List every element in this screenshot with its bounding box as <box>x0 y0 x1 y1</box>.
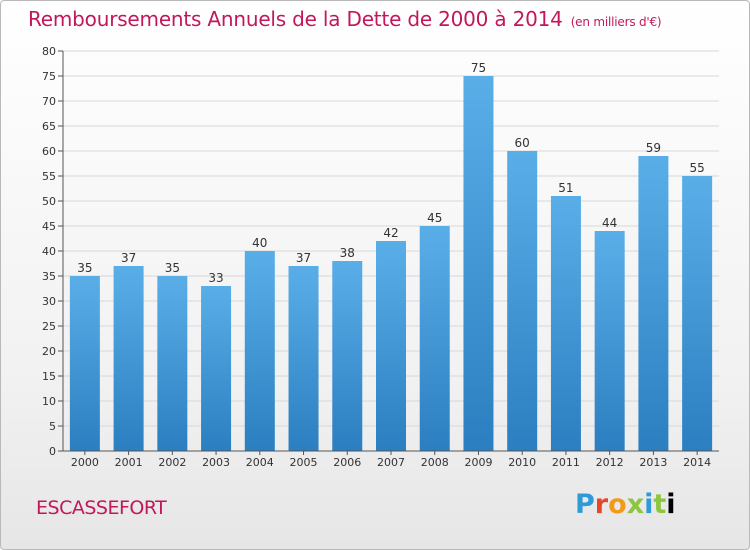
y-tick-label: 40 <box>42 245 56 258</box>
bar <box>419 226 450 451</box>
chart-subtitle: (en milliers d'€) <box>570 15 662 29</box>
bar-value-label: 45 <box>427 211 442 225</box>
bar-value-label: 42 <box>383 226 398 240</box>
y-tick-label: 50 <box>42 195 56 208</box>
x-tick-label: 2011 <box>552 456 580 469</box>
logo-letter: i <box>666 489 676 520</box>
tick-labels: 0 5 10 15 20 25 30 35 40 45 50 55 60 65 70 75 80 35 2000 37… <box>42 45 711 469</box>
bar <box>376 241 406 451</box>
y-tick-label: 55 <box>42 170 56 183</box>
x-tick-label: 2005 <box>290 456 318 469</box>
bar <box>288 266 319 451</box>
bar-value-label: 75 <box>471 61 486 75</box>
bar-value-label: 35 <box>77 261 92 275</box>
logo-letter: t <box>653 489 667 520</box>
bar <box>332 261 363 451</box>
y-tick-label: 65 <box>42 120 56 133</box>
x-tick-label: 2002 <box>158 456 186 469</box>
x-tick-label: 2003 <box>202 456 230 469</box>
y-tick-label: 10 <box>42 395 56 408</box>
chart-title-text: Remboursements Annuels de la Dette de 20… <box>28 7 563 31</box>
bar <box>157 276 188 451</box>
bar-value-label: 60 <box>515 136 530 150</box>
commune-name: ESCASSEFORT <box>36 497 167 519</box>
x-tick-label: 2014 <box>683 456 711 469</box>
bar <box>682 176 713 451</box>
bar-value-label: 37 <box>121 251 136 265</box>
y-tick-label: 60 <box>42 145 56 158</box>
bar-value-label: 51 <box>558 181 573 195</box>
y-tick-label: 20 <box>42 345 56 358</box>
y-tick-label: 80 <box>42 45 56 58</box>
y-tick-label: 35 <box>42 270 56 283</box>
bar-value-label: 55 <box>689 161 704 175</box>
y-tick-label: 30 <box>42 295 56 308</box>
bar <box>113 266 144 451</box>
y-tick-label: 45 <box>42 220 56 233</box>
x-tick-label: 2001 <box>115 456 143 469</box>
bar <box>638 156 669 451</box>
x-tick-label: 2007 <box>377 456 405 469</box>
bar <box>69 276 100 451</box>
bar-value-label: 33 <box>208 271 223 285</box>
proxiti-logo: Proxiti <box>575 489 676 520</box>
logo-letter: P <box>575 489 595 520</box>
bar <box>507 151 538 451</box>
x-tick-label: 2000 <box>71 456 99 469</box>
bar <box>463 76 494 451</box>
x-tick-label: 2008 <box>421 456 449 469</box>
logo-letter: i <box>644 489 654 520</box>
bar-value-label: 40 <box>252 236 267 250</box>
y-tick-label: 15 <box>42 370 56 383</box>
chart-title: Remboursements Annuels de la Dette de 20… <box>28 7 662 31</box>
bar <box>201 286 232 451</box>
bar-value-label: 59 <box>646 141 661 155</box>
y-tick-label: 0 <box>49 445 56 458</box>
x-tick-label: 2012 <box>596 456 624 469</box>
bar-value-label: 37 <box>296 251 311 265</box>
logo-letter: o <box>608 489 627 520</box>
bars <box>69 76 713 451</box>
logo-letter: r <box>594 489 609 520</box>
y-tick-label: 25 <box>42 320 56 333</box>
bar <box>244 251 275 451</box>
bar <box>594 231 625 451</box>
y-tick-label: 5 <box>49 420 56 433</box>
bar-value-label: 44 <box>602 216 617 230</box>
y-tick-label: 75 <box>42 70 56 83</box>
x-tick-label: 2006 <box>333 456 361 469</box>
x-tick-label: 2004 <box>246 456 274 469</box>
y-tick-label: 70 <box>42 95 56 108</box>
bar <box>550 196 581 451</box>
x-tick-label: 2013 <box>639 456 667 469</box>
bar-value-label: 35 <box>165 261 180 275</box>
axes <box>58 50 719 455</box>
logo-letter: x <box>626 489 645 520</box>
bar-value-label: 38 <box>340 246 355 260</box>
x-tick-label: 2010 <box>508 456 536 469</box>
x-tick-label: 2009 <box>464 456 492 469</box>
